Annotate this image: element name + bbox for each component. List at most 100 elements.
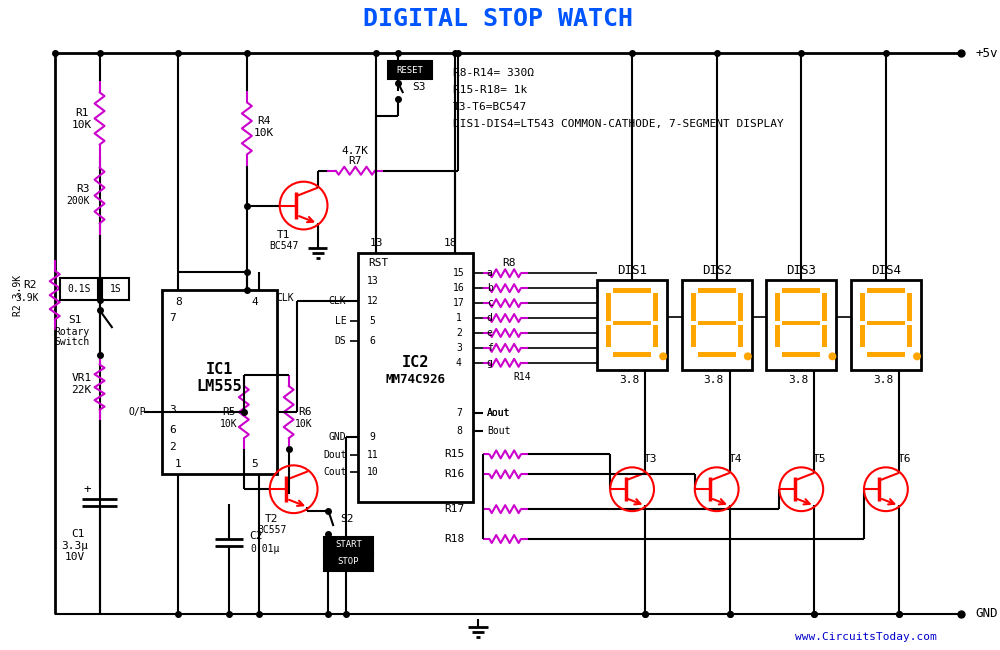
Text: S1: S1 [68,315,81,325]
Bar [597,280,667,370]
Text: Dout: Dout [323,450,346,460]
Bar [775,326,780,347]
Circle shape [828,352,836,360]
Bar [682,280,752,370]
Text: 0.1S: 0.1S [67,284,90,294]
Text: Aout: Aout [487,408,510,417]
Text: +: + [84,483,91,496]
Text: T3: T3 [644,454,658,464]
Bar [782,352,820,357]
Bar [822,326,827,347]
Text: BC557: BC557 [257,525,286,535]
Text: R6: R6 [298,407,311,417]
Text: a: a [487,268,493,278]
Text: 16: 16 [453,283,465,293]
Text: R2 3.9K: R2 3.9K [13,274,23,316]
Text: DIGITAL STOP WATCH: DIGITAL STOP WATCH [363,7,633,31]
Text: f: f [487,343,493,353]
Text: DIS2: DIS2 [702,264,732,277]
Text: DIS1-DIS4=LT543 COMMON-CATHODE, 7-SEGMENT DISPLAY: DIS1-DIS4=LT543 COMMON-CATHODE, 7-SEGMEN… [453,119,784,129]
Text: 10K: 10K [220,419,238,428]
Text: 4: 4 [456,358,462,368]
Bar [358,254,473,502]
Text: DS: DS [335,336,346,346]
Bar [324,537,373,554]
Text: 3.3μ: 3.3μ [61,541,88,551]
Text: e: e [487,328,493,338]
Text: www.CircuitsToday.com: www.CircuitsToday.com [795,632,937,642]
Text: 15: 15 [453,268,465,278]
Text: BC547: BC547 [269,241,298,252]
Bar [613,352,651,357]
Text: 6: 6 [169,424,176,434]
Text: g: g [487,358,493,368]
Text: 10K: 10K [71,120,92,130]
Bar [907,326,912,347]
Text: 10V: 10V [65,552,85,562]
Text: 12: 12 [366,296,378,306]
Text: 5: 5 [251,460,258,469]
Text: LE: LE [335,316,346,326]
Circle shape [659,352,667,360]
Bar [613,320,651,326]
Text: GND: GND [329,432,346,443]
Text: DIS4: DIS4 [871,264,901,277]
Text: IC2: IC2 [401,356,429,370]
Text: MM74C926: MM74C926 [385,373,445,386]
Bar [860,326,865,347]
Text: 3.8: 3.8 [619,375,639,385]
Text: R1: R1 [75,108,88,118]
Text: 13: 13 [370,239,383,248]
Bar [698,288,736,293]
Text: 17: 17 [453,298,465,308]
Bar [766,280,836,370]
Text: START: START [335,541,362,549]
Text: 3.8: 3.8 [704,375,724,385]
Bar [738,326,743,347]
Text: 2: 2 [169,443,176,452]
Text: 2: 2 [456,328,462,338]
Bar [60,278,98,300]
Text: T6: T6 [898,454,911,464]
Text: T4: T4 [729,454,742,464]
Text: 3.8: 3.8 [788,375,808,385]
Text: 1: 1 [456,313,462,323]
Text: C2: C2 [249,531,262,541]
Text: STOP: STOP [338,558,359,566]
Text: CLK: CLK [329,296,346,306]
Text: 13: 13 [366,276,378,286]
Text: R17: R17 [445,504,465,514]
Text: 3: 3 [169,404,176,415]
Text: DIS1: DIS1 [617,264,647,277]
Text: Bout: Bout [487,426,510,436]
Text: CLK: CLK [276,293,294,303]
Text: 7: 7 [456,408,462,417]
Bar [606,293,611,321]
Text: R8: R8 [503,258,516,268]
Text: Cout: Cout [323,467,346,477]
Bar [388,61,432,79]
Bar [782,288,820,293]
Text: 9: 9 [369,432,375,443]
Text: 3.9K: 3.9K [15,293,39,303]
Text: R5: R5 [222,407,236,417]
Bar [867,288,905,293]
Text: 8: 8 [175,297,182,307]
Text: O/P: O/P [129,407,146,417]
Bar [324,554,373,571]
Text: T2: T2 [265,514,278,524]
Bar [782,320,820,326]
Text: R7: R7 [349,156,362,166]
Bar [691,326,696,347]
Bar [851,280,921,370]
Text: +5v: +5v [975,47,998,60]
Bar [606,326,611,347]
Bar [691,293,696,321]
Text: R3: R3 [76,184,89,194]
Text: 6: 6 [369,336,375,346]
Bar [698,320,736,326]
Text: DIS3: DIS3 [786,264,816,277]
Bar [613,288,651,293]
Bar [738,293,743,321]
Bar [860,293,865,321]
